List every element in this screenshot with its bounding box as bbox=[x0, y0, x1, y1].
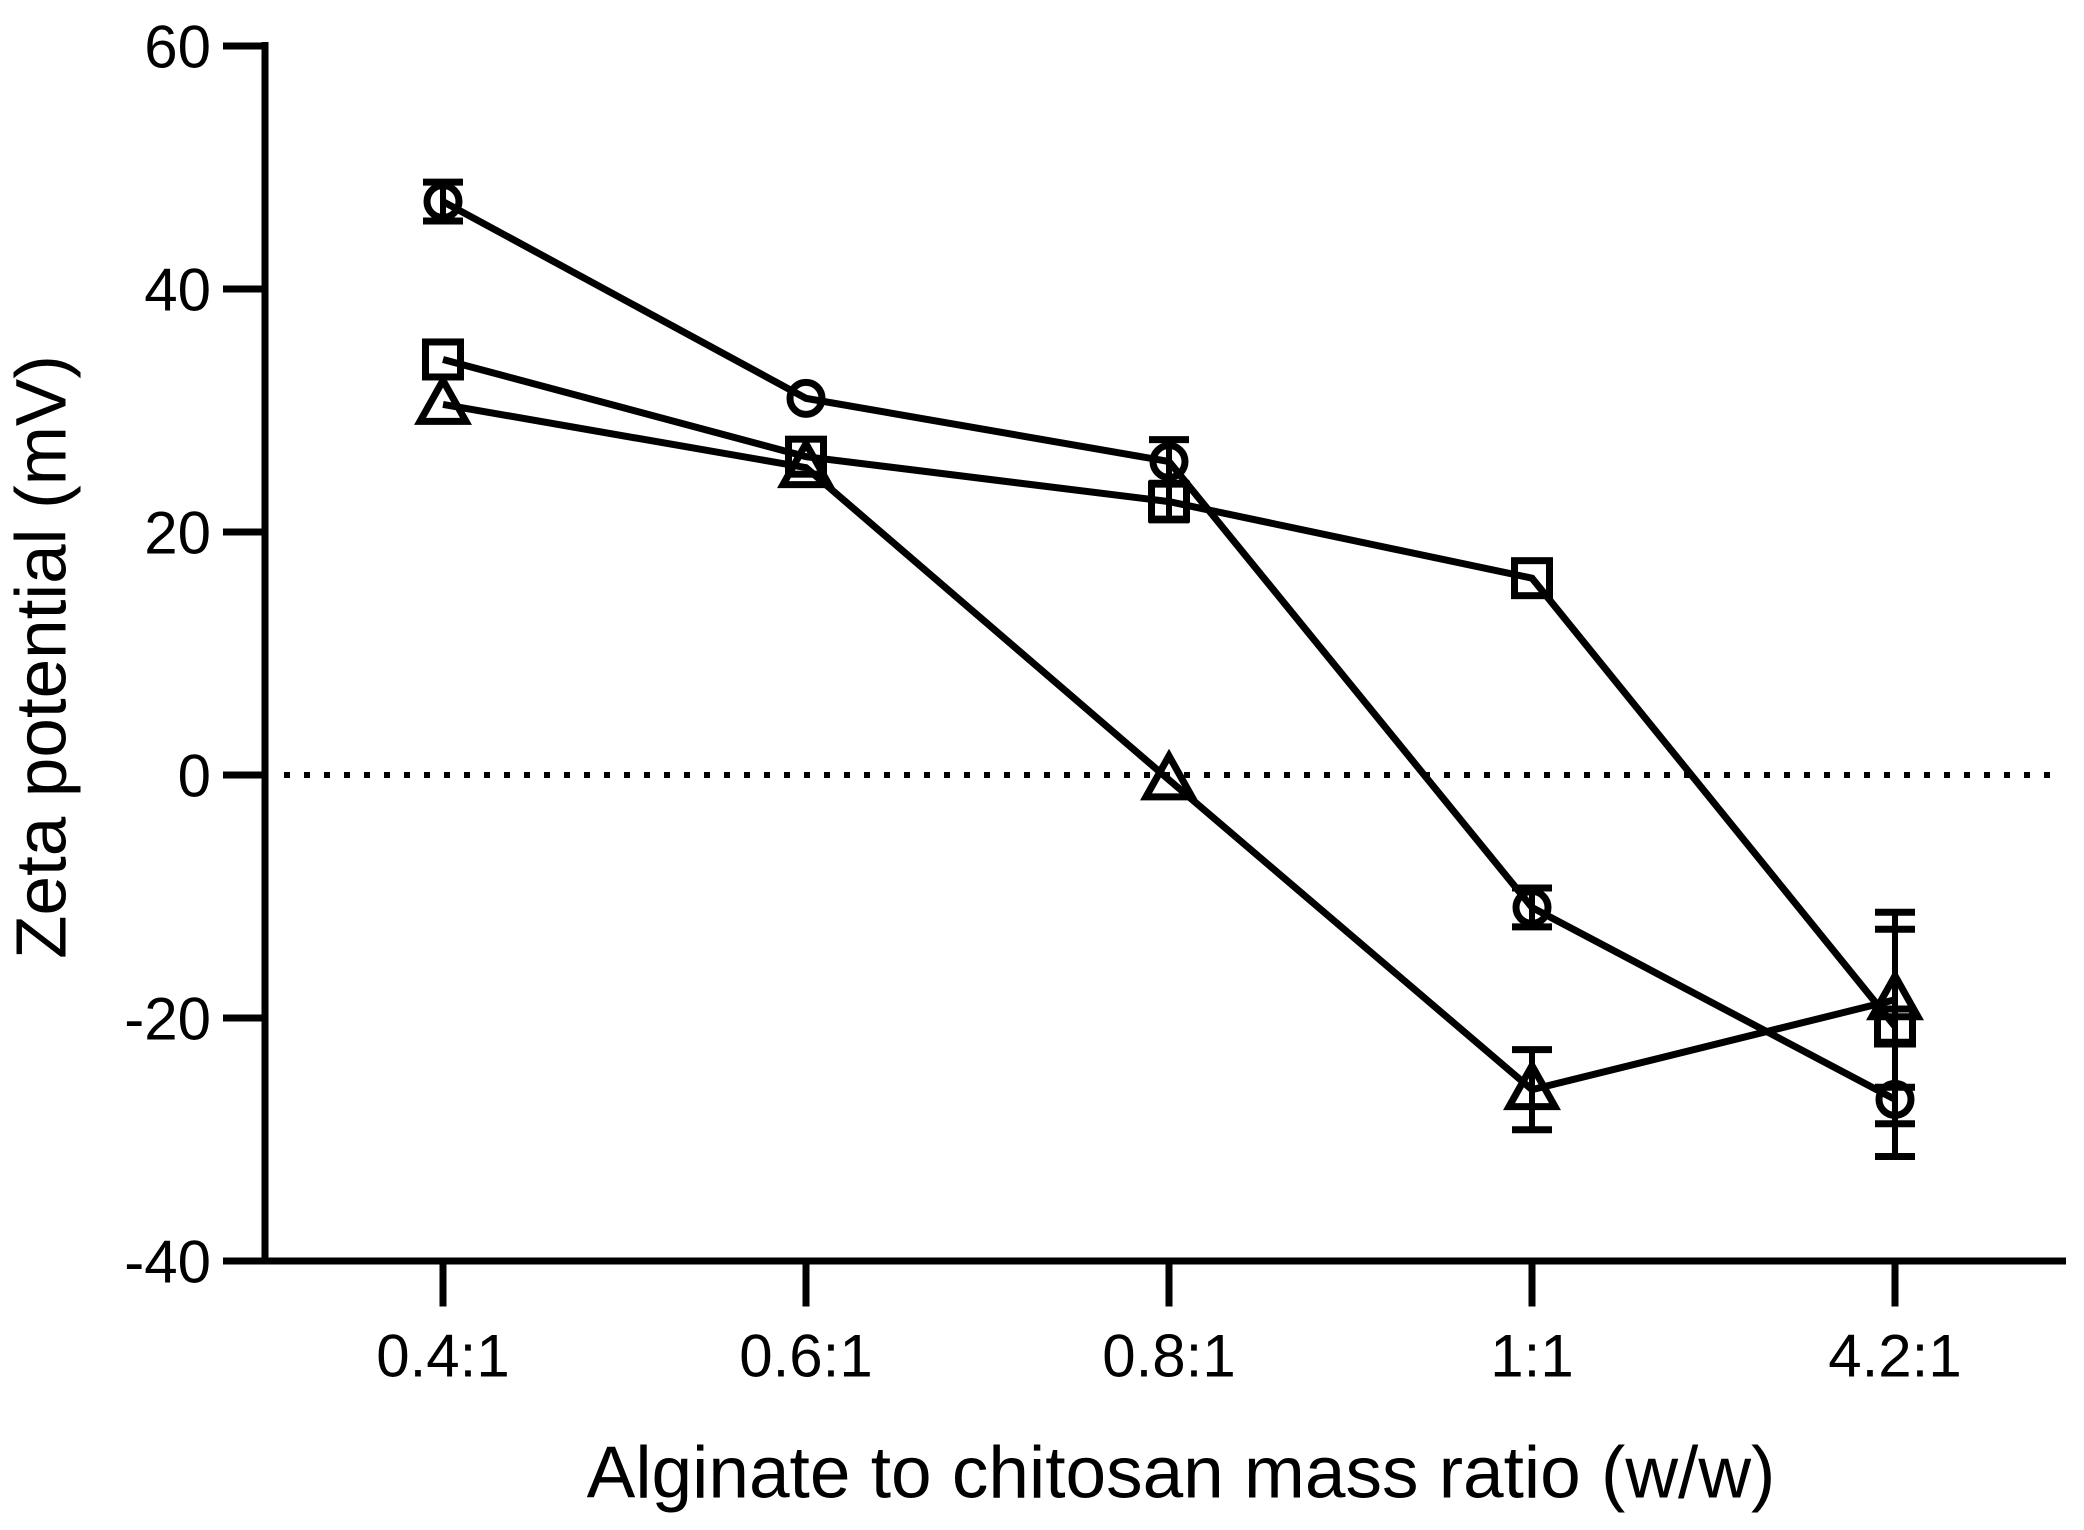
square-marker bbox=[1148, 480, 1190, 523]
y-tick-label: 40 bbox=[144, 257, 211, 324]
y-tick-label: 20 bbox=[144, 500, 211, 567]
circle-marker bbox=[423, 182, 463, 222]
x-tick-label: 0.8:1 bbox=[1102, 1323, 1235, 1390]
x-tick-label: 4.2:1 bbox=[1828, 1323, 1961, 1390]
square-series-line bbox=[442, 356, 1898, 1029]
x-axis-title: Alginate to chitosan mass ratio (w/w) bbox=[586, 1432, 1776, 1514]
x-tick-label: 0.4:1 bbox=[376, 1323, 509, 1390]
triangle-marker bbox=[777, 436, 835, 489]
triangle-marker bbox=[1866, 968, 1924, 1021]
triangle-series-line bbox=[442, 400, 1896, 1094]
y-axis-title: Zeta potential (mV) bbox=[2, 355, 82, 959]
circle-marker bbox=[786, 378, 826, 418]
circle-series-line bbox=[441, 198, 1897, 1103]
y-tick-label: -40 bbox=[124, 1229, 211, 1296]
circle-marker bbox=[1512, 887, 1552, 927]
square-marker bbox=[1511, 557, 1553, 600]
triangle-marker bbox=[1503, 1058, 1561, 1111]
y-tick-label: -20 bbox=[124, 986, 211, 1053]
circle-marker bbox=[1149, 442, 1189, 482]
x-tick-label: 0.6:1 bbox=[739, 1323, 872, 1390]
triangle-marker bbox=[1140, 748, 1198, 801]
y-tick-label: 0 bbox=[178, 743, 211, 810]
y-tick-label: 60 bbox=[144, 14, 211, 81]
triangle-marker bbox=[414, 373, 472, 425]
x-tick-label: 1:1 bbox=[1490, 1323, 1573, 1390]
